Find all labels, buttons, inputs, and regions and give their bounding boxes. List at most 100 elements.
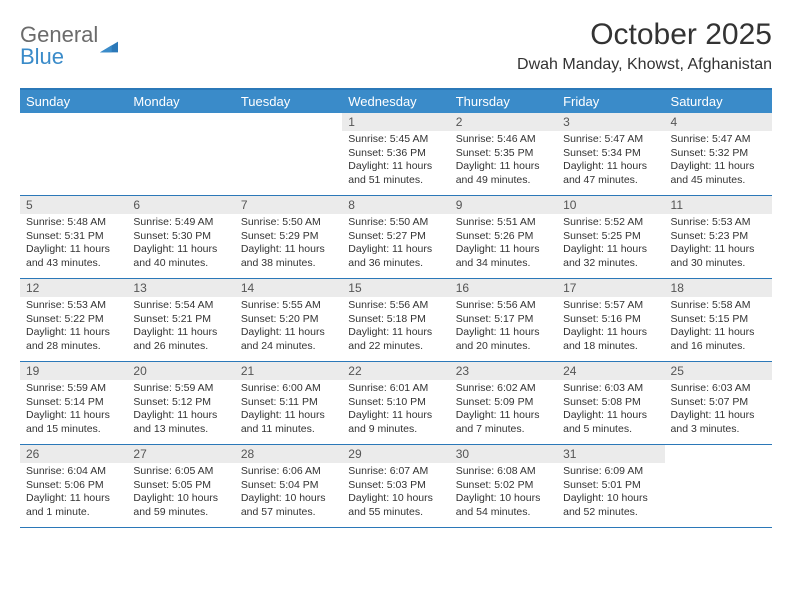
date-number: 18 — [665, 279, 772, 297]
day-cell: 19 Sunrise: 5:59 AMSunset: 5:14 PMDayligh… — [20, 362, 127, 444]
date-number: 8 — [342, 196, 449, 214]
daylight-text: Daylight: 11 hours and 51 minutes. — [348, 160, 443, 187]
sunrise-text: Sunrise: 5:57 AM — [563, 299, 658, 313]
day-cell: 31Sunrise: 6:09 AMSunset: 5:01 PMDayligh… — [557, 445, 664, 527]
daylight-text: Daylight: 11 hours and 7 minutes. — [456, 409, 551, 436]
day-details: Sunrise: 5:52 AMSunset: 5:25 PMDaylight:… — [557, 216, 664, 271]
day-cell: 28Sunrise: 6:06 AMSunset: 5:04 PMDayligh… — [235, 445, 342, 527]
sunset-text: Sunset: 5:01 PM — [563, 479, 658, 493]
day-header-sun: Sunday — [20, 90, 127, 113]
day-cell: 7 Sunrise: 5:50 AMSunset: 5:29 PMDaylight… — [235, 196, 342, 278]
date-number: 12 — [20, 279, 127, 297]
day-details: Sunrise: 6:02 AMSunset: 5:09 PMDaylight:… — [450, 382, 557, 437]
page-header: General Blue October 2025 Dwah Manday, K… — [20, 18, 772, 74]
day-details: Sunrise: 5:59 AMSunset: 5:12 PMDaylight:… — [127, 382, 234, 437]
logo-text: General Blue — [20, 24, 98, 68]
day-cell: 27Sunrise: 6:05 AMSunset: 5:05 PMDayligh… — [127, 445, 234, 527]
sunrise-text: Sunrise: 5:52 AM — [563, 216, 658, 230]
daylight-text: Daylight: 10 hours and 59 minutes. — [133, 492, 228, 519]
day-details: Sunrise: 5:50 AMSunset: 5:27 PMDaylight:… — [342, 216, 449, 271]
day-details: Sunrise: 5:47 AMSunset: 5:34 PMDaylight:… — [557, 133, 664, 188]
date-number: 11 — [665, 196, 772, 214]
sunset-text: Sunset: 5:31 PM — [26, 230, 121, 244]
day-details: Sunrise: 6:05 AMSunset: 5:05 PMDaylight:… — [127, 465, 234, 520]
day-details: Sunrise: 5:54 AMSunset: 5:21 PMDaylight:… — [127, 299, 234, 354]
daylight-text: Daylight: 11 hours and 26 minutes. — [133, 326, 228, 353]
daylight-text: Daylight: 11 hours and 36 minutes. — [348, 243, 443, 270]
sunrise-text: Sunrise: 6:09 AM — [563, 465, 658, 479]
date-number: 19 — [20, 362, 127, 380]
sunset-text: Sunset: 5:18 PM — [348, 313, 443, 327]
daylight-text: Daylight: 11 hours and 43 minutes. — [26, 243, 121, 270]
day-details: Sunrise: 5:49 AMSunset: 5:30 PMDaylight:… — [127, 216, 234, 271]
day-header-fri: Friday — [557, 90, 664, 113]
day-header-mon: Monday — [127, 90, 234, 113]
day-cell: 5Sunrise: 5:48 AMSunset: 5:31 PMDaylight… — [20, 196, 127, 278]
sunset-text: Sunset: 5:36 PM — [348, 147, 443, 161]
date-number: 3 — [557, 113, 664, 131]
day-details: Sunrise: 5:56 AMSunset: 5:18 PMDaylight:… — [342, 299, 449, 354]
day-cell: 16Sunrise: 5:56 AMSunset: 5:17 PMDayligh… — [450, 279, 557, 361]
sunrise-text: Sunrise: 5:53 AM — [671, 216, 766, 230]
sunset-text: Sunset: 5:12 PM — [133, 396, 228, 410]
date-number: 6 — [127, 196, 234, 214]
date-number: 30 — [450, 445, 557, 463]
sunrise-text: Sunrise: 5:50 AM — [241, 216, 336, 230]
date-number: 14 — [235, 279, 342, 297]
sunrise-text: Sunrise: 6:01 AM — [348, 382, 443, 396]
sunset-text: Sunset: 5:08 PM — [563, 396, 658, 410]
sunset-text: Sunset: 5:10 PM — [348, 396, 443, 410]
sunset-text: Sunset: 5:16 PM — [563, 313, 658, 327]
day-cell: 25Sunrise: 6:03 AMSunset: 5:07 PMDayligh… — [665, 362, 772, 444]
sunset-text: Sunset: 5:35 PM — [456, 147, 551, 161]
calendar: Sunday Monday Tuesday Wednesday Thursday… — [20, 88, 772, 528]
sunset-text: Sunset: 5:15 PM — [671, 313, 766, 327]
daylight-text: Daylight: 11 hours and 11 minutes. — [241, 409, 336, 436]
daylight-text: Daylight: 11 hours and 16 minutes. — [671, 326, 766, 353]
day-details: Sunrise: 5:50 AMSunset: 5:29 PMDaylight:… — [235, 216, 342, 271]
daylight-text: Daylight: 11 hours and 9 minutes. — [348, 409, 443, 436]
daylight-text: Daylight: 11 hours and 49 minutes. — [456, 160, 551, 187]
date-number: 25 — [665, 362, 772, 380]
week-row: 26Sunrise: 6:04 AMSunset: 5:06 PMDayligh… — [20, 445, 772, 528]
daylight-text: Daylight: 11 hours and 24 minutes. — [241, 326, 336, 353]
sunset-text: Sunset: 5:06 PM — [26, 479, 121, 493]
date-number: 20 — [127, 362, 234, 380]
day-cell: 15 Sunrise: 5:56 AMSunset: 5:18 PMDayligh… — [342, 279, 449, 361]
daylight-text: Daylight: 11 hours and 47 minutes. — [563, 160, 658, 187]
day-cell: 11Sunrise: 5:53 AMSunset: 5:23 PMDayligh… — [665, 196, 772, 278]
date-number: 21 — [235, 362, 342, 380]
day-details: Sunrise: 6:01 AMSunset: 5:10 PMDaylight:… — [342, 382, 449, 437]
date-number: 28 — [235, 445, 342, 463]
logo-mark-icon — [100, 38, 118, 56]
sunrise-text: Sunrise: 5:59 AM — [133, 382, 228, 396]
day-details: Sunrise: 5:59 AMSunset: 5:14 PMDaylight:… — [20, 382, 127, 437]
day-cell: 22Sunrise: 6:01 AMSunset: 5:10 PMDayligh… — [342, 362, 449, 444]
location: Dwah Manday, Khowst, Afghanistan — [517, 56, 772, 74]
sunrise-text: Sunrise: 5:49 AM — [133, 216, 228, 230]
date-number: 9 — [450, 196, 557, 214]
day-details: Sunrise: 5:56 AMSunset: 5:17 PMDaylight:… — [450, 299, 557, 354]
day-details: Sunrise: 6:08 AMSunset: 5:02 PMDaylight:… — [450, 465, 557, 520]
date-number: 2 — [450, 113, 557, 131]
daylight-text: Daylight: 11 hours and 28 minutes. — [26, 326, 121, 353]
day-cell: 1Sunrise: 5:45 AMSunset: 5:36 PMDaylight… — [342, 113, 449, 195]
sunset-text: Sunset: 5:11 PM — [241, 396, 336, 410]
sunrise-text: Sunrise: 5:55 AM — [241, 299, 336, 313]
day-cell: 13Sunrise: 5:54 AMSunset: 5:21 PMDayligh… — [127, 279, 234, 361]
daylight-text: Daylight: 11 hours and 22 minutes. — [348, 326, 443, 353]
day-cell: 24Sunrise: 6:03 AMSunset: 5:08 PMDayligh… — [557, 362, 664, 444]
daylight-text: Daylight: 11 hours and 20 minutes. — [456, 326, 551, 353]
day-cell: 9Sunrise: 5:51 AMSunset: 5:26 PMDaylight… — [450, 196, 557, 278]
week-row: ...1Sunrise: 5:45 AMSunset: 5:36 PMDayli… — [20, 113, 772, 196]
date-number: 15 — [342, 279, 449, 297]
day-cell: 10Sunrise: 5:52 AMSunset: 5:25 PMDayligh… — [557, 196, 664, 278]
sunrise-text: Sunrise: 6:04 AM — [26, 465, 121, 479]
date-number: 7 — [235, 196, 342, 214]
day-cell: 14Sunrise: 5:55 AMSunset: 5:20 PMDayligh… — [235, 279, 342, 361]
daylight-text: Daylight: 11 hours and 45 minutes. — [671, 160, 766, 187]
day-cell: 23Sunrise: 6:02 AMSunset: 5:09 PMDayligh… — [450, 362, 557, 444]
daylight-text: Daylight: 11 hours and 30 minutes. — [671, 243, 766, 270]
day-details: Sunrise: 6:00 AMSunset: 5:11 PMDaylight:… — [235, 382, 342, 437]
daylight-text: Daylight: 11 hours and 32 minutes. — [563, 243, 658, 270]
